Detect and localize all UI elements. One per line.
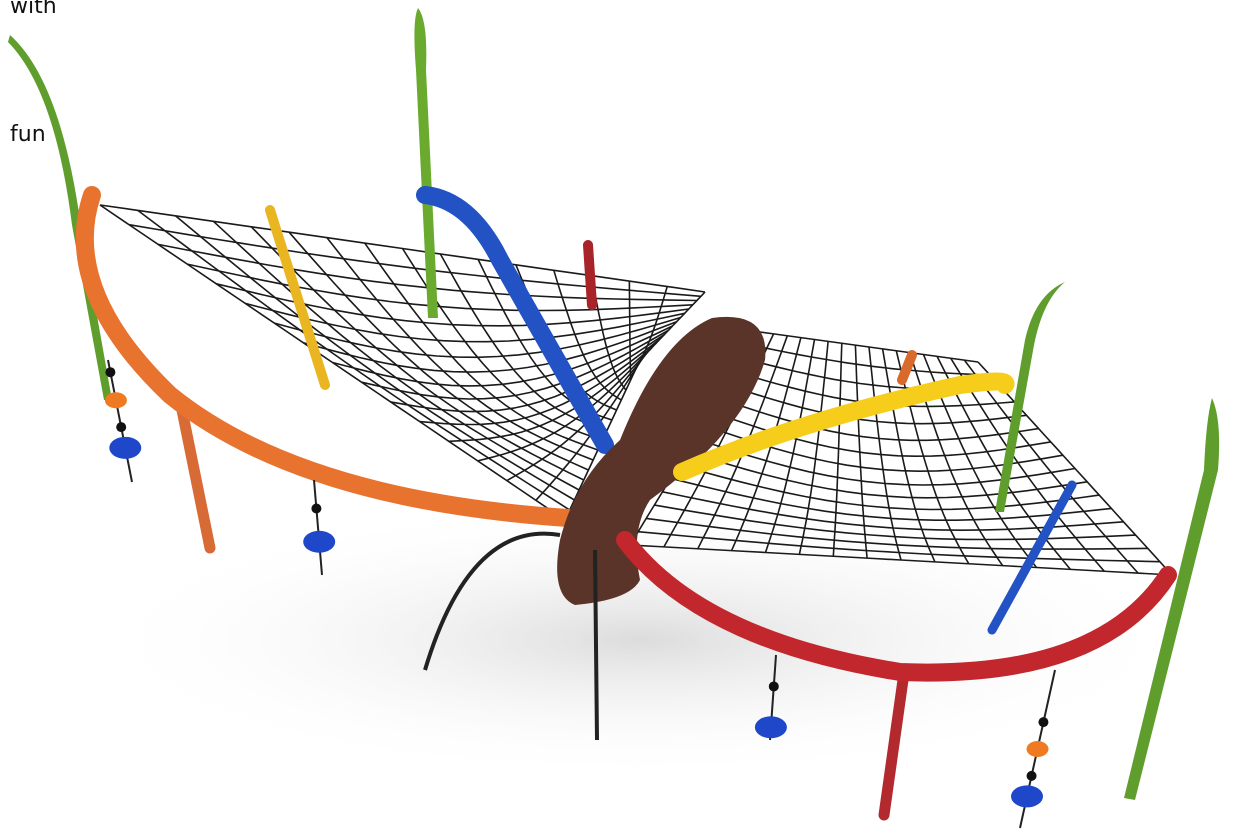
ground-shadow (80, 500, 1200, 780)
bead (1026, 770, 1037, 781)
net-line (963, 359, 1139, 574)
net-line (977, 361, 1173, 576)
caption-text: fun (10, 122, 46, 147)
bead (768, 681, 779, 692)
net-line (506, 351, 649, 482)
leaf-pole (414, 8, 438, 318)
nets (99, 204, 1173, 576)
yellow-post (265, 205, 330, 390)
net-line (694, 437, 1076, 486)
rope (107, 359, 133, 483)
net-line (646, 517, 1148, 550)
net-line (638, 530, 1160, 563)
leg (176, 404, 216, 554)
net-line (477, 346, 653, 462)
net-line (448, 342, 657, 443)
net-line (419, 338, 661, 426)
antenna (593, 549, 599, 741)
net-line (332, 325, 673, 387)
red-arc (616, 531, 1177, 682)
net-line (922, 354, 1038, 568)
leg (878, 674, 909, 821)
bead (1038, 717, 1049, 728)
net-line (686, 451, 1088, 499)
leaf-pole (8, 35, 112, 400)
disc (303, 530, 336, 553)
butterfly-body (557, 316, 766, 605)
antenna (423, 531, 561, 671)
net-line (950, 357, 1105, 572)
red-post (583, 240, 597, 310)
blue-post (987, 480, 1077, 635)
bead (116, 422, 127, 433)
yellow-bar (673, 372, 1015, 481)
net-line (639, 291, 706, 361)
leaf-pole (1124, 398, 1220, 800)
ropes (104, 359, 1056, 829)
disc (1011, 785, 1043, 808)
orange-post (897, 350, 917, 385)
net-line (553, 270, 622, 401)
net-line (678, 464, 1100, 511)
rope (313, 479, 323, 576)
leaf-pole (995, 282, 1065, 512)
blue-bar (416, 186, 614, 454)
net-line (654, 504, 1136, 541)
net-line (629, 544, 1173, 576)
caption-text: with (10, 0, 57, 19)
bead (311, 503, 322, 514)
net-line (628, 281, 632, 380)
disc (104, 392, 127, 409)
bead (105, 367, 116, 378)
net-line (439, 253, 608, 431)
disc (109, 436, 142, 459)
net-line (364, 242, 599, 451)
disc (754, 716, 787, 739)
net-line (390, 333, 665, 413)
disc (1026, 741, 1049, 757)
net-line (590, 275, 627, 391)
orange-arc (75, 186, 577, 527)
net-line (361, 329, 669, 400)
net-line (670, 477, 1112, 521)
